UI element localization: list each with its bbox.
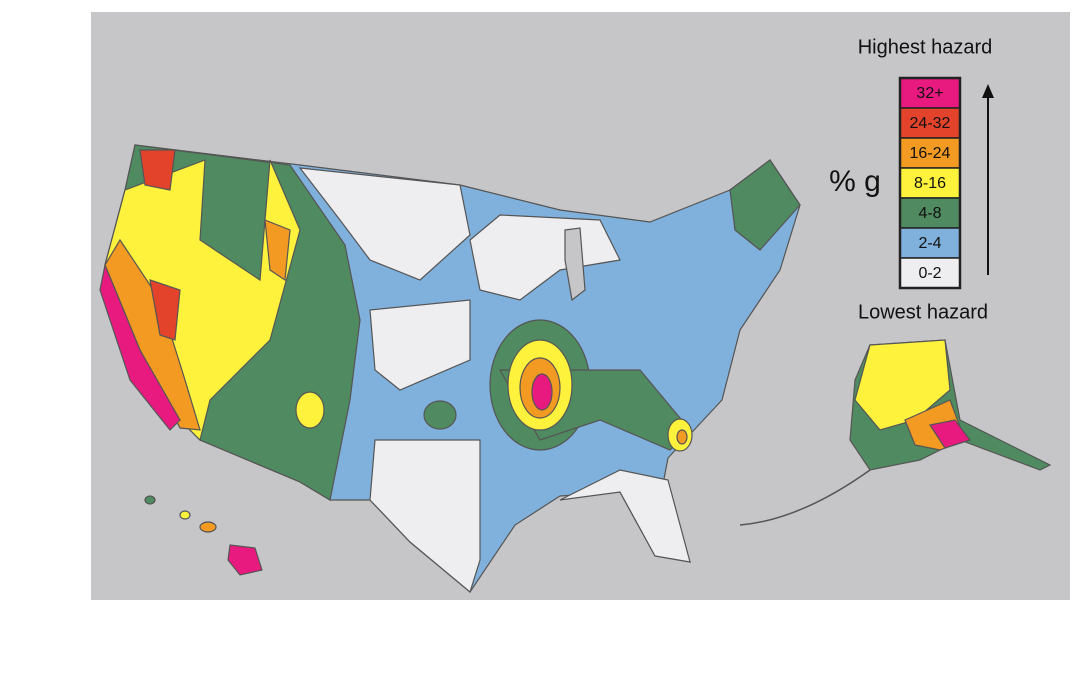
legend-swatch	[899, 197, 961, 229]
us-map	[99, 144, 801, 594]
legend-frame	[898, 76, 962, 290]
legend-arrowhead	[982, 84, 994, 98]
legend-label: 0-2	[918, 265, 941, 282]
legend: 32+ 24-32 16-24 8-16 4-8 2-4 0-2	[898, 76, 962, 290]
hawaii-map	[144, 495, 263, 576]
legend-label: 24-32	[910, 115, 951, 132]
legend-unit: % g	[829, 165, 881, 198]
legend-label: 2-4	[918, 235, 941, 252]
legend-label: 8-16	[914, 175, 946, 192]
legend-bottom-label: Lowest hazard	[858, 301, 988, 323]
legend-label: 16-24	[910, 145, 951, 162]
legend-label: 32+	[916, 85, 943, 102]
alaska-map	[739, 339, 1052, 526]
legend-top-label: Highest hazard	[858, 36, 993, 58]
legend-label: 4-8	[918, 205, 941, 222]
